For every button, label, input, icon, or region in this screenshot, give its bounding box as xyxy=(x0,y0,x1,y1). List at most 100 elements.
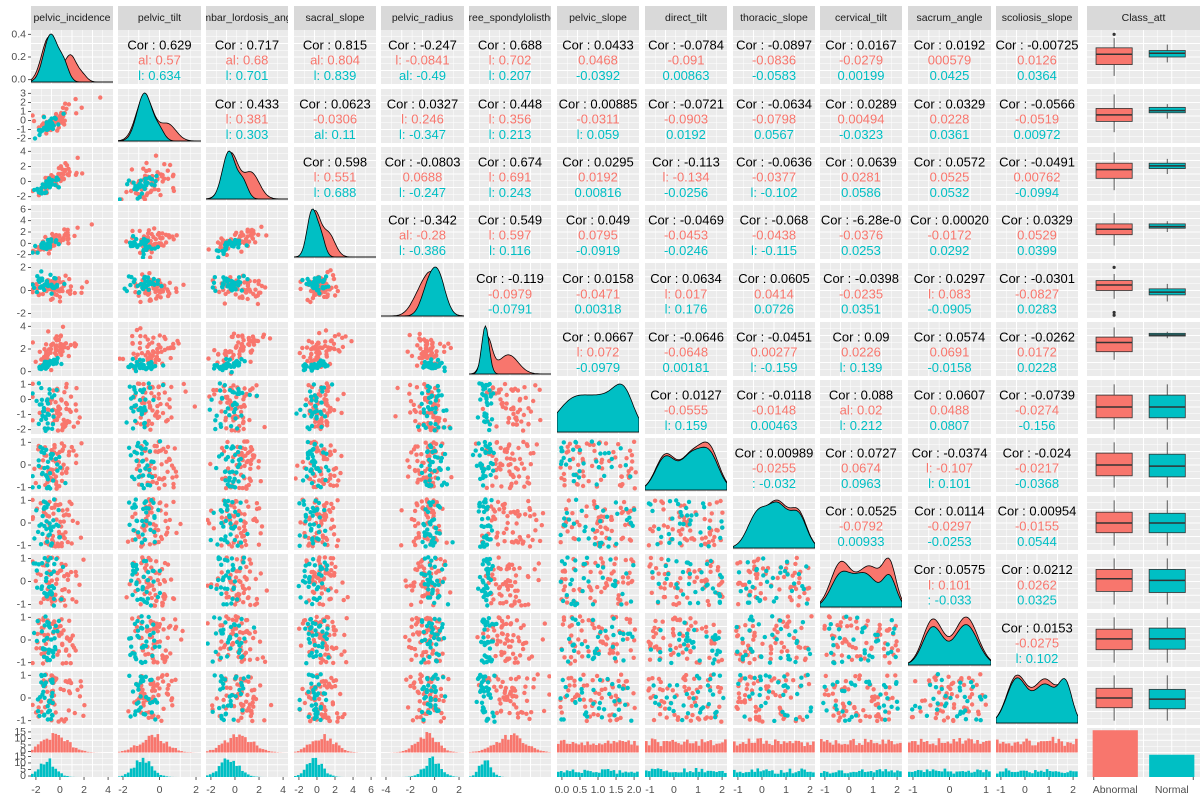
point-normal xyxy=(444,408,449,413)
point-abnormal xyxy=(515,588,520,593)
point-normal xyxy=(149,366,154,372)
point-abnormal xyxy=(306,535,311,541)
point-abnormal xyxy=(233,614,238,619)
point-abnormal xyxy=(55,541,60,546)
point-normal xyxy=(489,417,495,422)
point-abnormal xyxy=(345,595,350,600)
scatter-panel xyxy=(475,381,543,433)
point-abnormal xyxy=(151,350,157,355)
scatter-panel xyxy=(558,555,636,608)
point-abnormal xyxy=(499,401,504,407)
point-abnormal xyxy=(424,497,429,502)
point-normal xyxy=(310,505,316,511)
point-normal xyxy=(576,537,581,542)
point-normal xyxy=(43,500,48,505)
point-normal xyxy=(227,575,232,581)
point-abnormal xyxy=(506,416,512,421)
point-abnormal xyxy=(140,555,145,560)
point-abnormal xyxy=(238,409,244,415)
point-abnormal xyxy=(404,584,409,589)
point-abnormal xyxy=(172,446,177,451)
point-normal xyxy=(152,363,158,369)
point-abnormal xyxy=(259,283,265,289)
point-normal xyxy=(225,284,230,289)
point-abnormal xyxy=(32,466,37,471)
point-abnormal xyxy=(248,359,253,364)
point-abnormal xyxy=(143,652,148,657)
correlation-overall: Cor : 0.0727 xyxy=(825,446,897,461)
point-abnormal xyxy=(409,602,414,607)
point-abnormal xyxy=(300,459,306,465)
scatter-panel xyxy=(403,555,453,608)
point-abnormal xyxy=(413,567,418,572)
point-normal xyxy=(423,572,428,578)
point-abnormal xyxy=(414,363,420,368)
point-abnormal xyxy=(522,466,527,471)
point-abnormal xyxy=(158,534,164,540)
point-abnormal xyxy=(171,172,176,177)
point-normal xyxy=(131,528,136,533)
point-normal xyxy=(655,542,660,547)
point-abnormal xyxy=(31,516,35,522)
point-normal xyxy=(582,528,587,534)
point-normal xyxy=(45,401,51,406)
point-abnormal xyxy=(53,400,58,405)
panel-background xyxy=(996,380,1078,434)
point-abnormal xyxy=(165,444,171,450)
point-abnormal xyxy=(619,474,624,479)
point-abnormal xyxy=(56,649,62,654)
point-normal xyxy=(316,524,321,529)
panel-background xyxy=(733,205,815,259)
correlation-overall: Cor : -0.0491 xyxy=(999,155,1075,170)
point-normal xyxy=(433,555,438,560)
point-normal xyxy=(233,287,238,292)
point-abnormal xyxy=(339,410,344,416)
point-normal xyxy=(619,602,624,607)
point-normal xyxy=(45,237,51,243)
point-abnormal xyxy=(150,353,155,358)
column-strip-label: direct_tilt xyxy=(665,12,707,24)
panel-background xyxy=(381,89,464,143)
panel-background xyxy=(996,30,1078,84)
point-abnormal xyxy=(248,561,254,566)
point-normal xyxy=(152,529,157,535)
point-abnormal xyxy=(252,279,257,284)
point-normal xyxy=(615,511,620,516)
point-normal xyxy=(433,410,438,415)
point-abnormal xyxy=(517,512,522,517)
point-normal xyxy=(757,598,762,604)
point-abnormal xyxy=(54,486,59,491)
point-abnormal xyxy=(620,575,626,580)
point-normal xyxy=(40,470,45,476)
point-abnormal xyxy=(495,530,500,535)
point-abnormal xyxy=(60,428,65,433)
point-abnormal xyxy=(623,557,628,563)
point-normal xyxy=(804,601,810,606)
correlation-overall: Cor : 0.815 xyxy=(303,38,367,53)
point-normal xyxy=(307,579,312,585)
point-normal xyxy=(140,358,146,363)
point-abnormal xyxy=(173,617,178,622)
point-abnormal xyxy=(332,473,337,478)
point-abnormal xyxy=(646,543,652,548)
point-abnormal xyxy=(505,587,511,592)
panel-background xyxy=(206,30,288,84)
scatter-panel xyxy=(297,614,349,666)
point-abnormal xyxy=(659,556,664,562)
point-normal xyxy=(313,398,319,403)
point-normal xyxy=(317,291,322,296)
point-abnormal xyxy=(522,385,527,390)
correlation-abnormal: 0.00494 xyxy=(838,112,885,127)
point-abnormal xyxy=(73,460,79,466)
point-abnormal xyxy=(64,163,70,168)
point-normal xyxy=(147,449,153,454)
point-abnormal xyxy=(84,279,90,285)
point-normal xyxy=(118,197,122,201)
point-abnormal xyxy=(662,581,667,586)
point-normal xyxy=(223,573,229,578)
point-abnormal xyxy=(233,292,238,297)
density-panel xyxy=(996,674,1078,724)
scatter-panel xyxy=(118,153,177,201)
